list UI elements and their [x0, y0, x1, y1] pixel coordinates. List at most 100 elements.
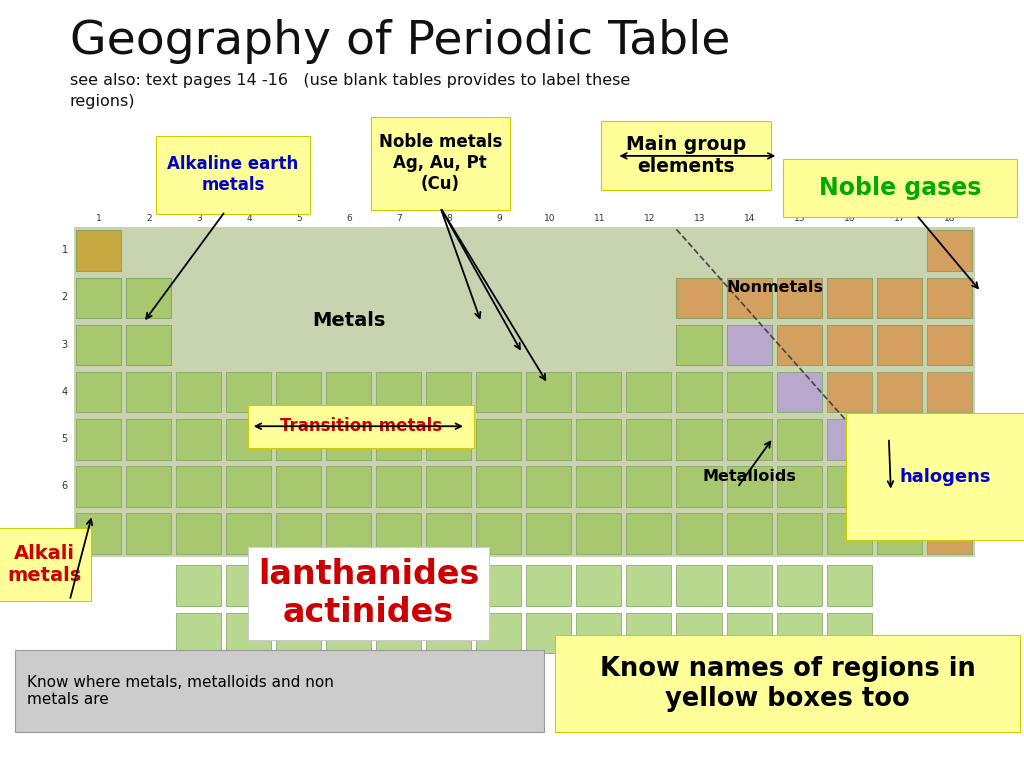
Bar	[577, 372, 622, 412]
Bar	[877, 513, 922, 554]
Bar	[426, 419, 471, 459]
Bar	[927, 325, 972, 366]
FancyBboxPatch shape	[0, 528, 91, 601]
Text: 18: 18	[944, 214, 955, 223]
Bar	[176, 372, 221, 412]
Bar	[326, 513, 371, 554]
Bar	[476, 565, 521, 606]
Bar	[727, 277, 772, 318]
Bar	[74, 227, 975, 557]
Text: 2: 2	[61, 293, 68, 303]
Text: 2: 2	[146, 214, 152, 223]
Bar	[877, 466, 922, 507]
Bar	[76, 230, 121, 271]
Bar	[526, 372, 571, 412]
Bar	[677, 466, 722, 507]
Text: Alkali
metals: Alkali metals	[7, 544, 82, 585]
Bar	[426, 372, 471, 412]
Bar	[376, 372, 421, 412]
Bar	[627, 513, 672, 554]
Bar	[727, 277, 772, 318]
Bar	[376, 466, 421, 507]
Bar	[927, 277, 972, 318]
Bar	[76, 513, 121, 554]
Bar	[677, 325, 722, 366]
Bar	[76, 325, 121, 366]
FancyBboxPatch shape	[783, 159, 1017, 217]
Text: Alkaline earth
metals: Alkaline earth metals	[167, 155, 299, 194]
Text: 8: 8	[446, 214, 452, 223]
Bar	[126, 277, 171, 318]
Bar	[826, 565, 871, 606]
Bar	[927, 230, 972, 271]
Bar	[677, 613, 722, 654]
Text: 3: 3	[196, 214, 202, 223]
Bar	[276, 372, 322, 412]
Bar	[627, 466, 672, 507]
FancyBboxPatch shape	[156, 136, 310, 214]
Bar	[677, 372, 722, 412]
Bar	[126, 466, 171, 507]
Bar	[376, 613, 421, 654]
Bar	[877, 419, 922, 459]
Text: 4: 4	[246, 214, 252, 223]
Bar	[376, 419, 421, 459]
Bar	[226, 513, 271, 554]
Text: Noble gases: Noble gases	[819, 176, 981, 200]
Bar	[426, 513, 471, 554]
Bar	[677, 513, 722, 554]
Text: Know names of regions in
yellow boxes too: Know names of regions in yellow boxes to…	[600, 656, 975, 711]
Bar	[226, 466, 271, 507]
Text: 17: 17	[894, 214, 905, 223]
Bar	[577, 513, 622, 554]
Text: Nonmetals: Nonmetals	[726, 280, 823, 296]
Bar	[126, 325, 171, 366]
Bar	[927, 513, 972, 554]
Bar	[326, 419, 371, 459]
Bar	[826, 325, 871, 366]
Text: Transition metals: Transition metals	[280, 417, 442, 435]
Text: 7: 7	[61, 528, 68, 538]
Bar	[226, 372, 271, 412]
Bar	[826, 372, 871, 412]
Bar	[727, 325, 772, 366]
Bar	[927, 230, 972, 271]
Bar	[176, 466, 221, 507]
Bar	[776, 513, 821, 554]
Bar	[727, 419, 772, 459]
Text: 14: 14	[743, 214, 756, 223]
Bar	[826, 325, 871, 366]
Bar	[727, 565, 772, 606]
Bar	[326, 613, 371, 654]
FancyBboxPatch shape	[371, 117, 510, 210]
Bar	[376, 513, 421, 554]
Bar	[226, 419, 271, 459]
Bar	[226, 613, 271, 654]
Bar	[476, 372, 521, 412]
Bar	[376, 565, 421, 606]
Bar	[826, 466, 871, 507]
Text: 1: 1	[96, 214, 101, 223]
Bar	[176, 565, 221, 606]
Bar	[526, 466, 571, 507]
Bar	[76, 230, 121, 271]
Bar	[526, 565, 571, 606]
Bar	[627, 372, 672, 412]
Bar	[126, 325, 171, 366]
Bar	[927, 372, 972, 412]
Text: 12: 12	[644, 214, 655, 223]
Bar	[476, 466, 521, 507]
Text: Metalloids: Metalloids	[702, 469, 797, 484]
Bar	[927, 466, 972, 507]
Bar	[476, 613, 521, 654]
Bar	[826, 613, 871, 654]
Text: 15: 15	[794, 214, 806, 223]
Bar	[727, 613, 772, 654]
Bar	[727, 325, 772, 366]
Bar	[677, 419, 722, 459]
Bar	[577, 466, 622, 507]
FancyBboxPatch shape	[248, 547, 489, 640]
Bar	[176, 419, 221, 459]
Bar	[276, 419, 322, 459]
Text: 7: 7	[396, 214, 402, 223]
